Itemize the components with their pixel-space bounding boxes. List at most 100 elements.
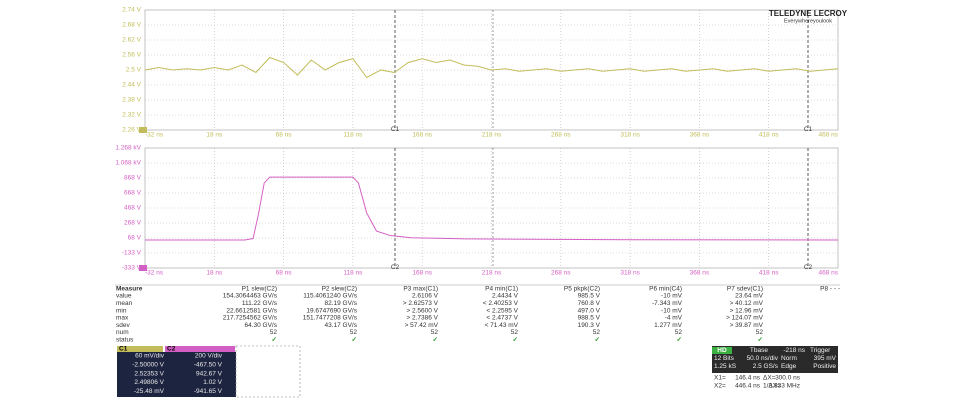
timebase-field: Norm xyxy=(781,355,797,362)
y-axis-label: 668 V xyxy=(124,190,142,197)
hd-badge xyxy=(712,347,732,354)
y-axis-label: -133 V xyxy=(122,250,142,257)
status-check: ✓ xyxy=(595,337,600,344)
measure-row-label: mean xyxy=(116,300,133,307)
measure-header: P2 slew(C2) xyxy=(322,286,357,293)
y-axis-label: 1.268 kV xyxy=(115,145,141,152)
measure-header: P4 min(C1) xyxy=(485,286,518,293)
waveform xyxy=(145,176,839,241)
timebase-field: 50.0 ns/div xyxy=(747,355,779,362)
status-check: ✓ xyxy=(513,337,518,344)
y-axis-label: 1.068 kV xyxy=(115,160,141,167)
cursor-readout: 300.0 ns xyxy=(775,375,801,382)
measure-cell: 52 xyxy=(511,329,519,336)
measure-header: P8 - - - xyxy=(820,286,840,293)
channel-value: -467.50 V xyxy=(194,362,223,369)
timebase-box xyxy=(712,346,838,373)
channel-value: 60 mV/div xyxy=(135,353,165,360)
timebase-field: Positive xyxy=(813,363,836,370)
x-axis-label: 468 ns xyxy=(818,270,838,277)
cursor-readout: ΔX= xyxy=(763,375,776,382)
measure-cell: 115.4061240 GV/s xyxy=(303,293,357,300)
x-axis-label: 218 ns xyxy=(482,270,502,277)
measure-title: Measure xyxy=(116,286,143,293)
logo-brand: TELEDYNE LECROY xyxy=(769,9,848,18)
channel-marker xyxy=(139,265,147,271)
measure-cell: > 2.62573 V xyxy=(403,300,439,307)
measure-cell: 52 xyxy=(350,329,358,336)
timebase-field: -218 ns xyxy=(783,347,805,354)
measure-row-label: num xyxy=(116,329,129,336)
measure-header: P7 sdev(C1) xyxy=(727,286,763,293)
status-check: ✓ xyxy=(352,337,357,344)
measure-cell: -7.343 mV xyxy=(652,300,683,307)
measure-cell: -10 mV xyxy=(661,293,683,300)
measure-cell: 154.3064463 GV/s xyxy=(223,293,278,300)
y-axis-label: 468 V xyxy=(124,205,142,212)
timebase-field: 1.25 kS xyxy=(714,363,737,370)
status-check: ✓ xyxy=(272,337,277,344)
x-axis-label: 118 ns xyxy=(343,132,363,139)
measure-header: P6 min(C4) xyxy=(649,286,682,293)
x-axis-label: 368 ns xyxy=(690,132,710,139)
measure-cell: 151.7477208 GV/s xyxy=(303,315,358,322)
timebase-field: Tbase xyxy=(750,347,768,354)
timebase-field: 395 mV xyxy=(814,355,837,362)
measure-cell: -10 mV xyxy=(661,307,683,314)
channel-tab xyxy=(117,346,163,352)
x-axis-label: 318 ns xyxy=(620,270,640,277)
x-axis-label: 68 ns xyxy=(276,132,293,139)
cursor-label: C2 xyxy=(391,264,400,271)
measure-header: P5 pkpk(C2) xyxy=(564,286,600,293)
measure-cell: > 124.07 mV xyxy=(726,315,764,322)
y-axis-label: 2.56 V xyxy=(122,52,141,59)
measure-cell: < 2.4737 V xyxy=(486,315,518,322)
measure-header: P3 max(C1) xyxy=(403,286,438,293)
channel-value: 1.02 V xyxy=(203,379,222,386)
measure-row-label: max xyxy=(116,315,129,322)
measure-cell: 52 xyxy=(431,329,439,336)
x-axis-label: 368 ns xyxy=(690,270,710,277)
measure-cell: > 2.7386 V xyxy=(406,315,438,322)
channel-box xyxy=(117,352,236,397)
channel-box-empty xyxy=(235,345,301,398)
measure-cell: -4 mV xyxy=(665,315,683,322)
measure-cell: 19.6747690 GV/s xyxy=(306,307,357,314)
channel-marker xyxy=(139,127,147,133)
x-axis-label: 268 ns xyxy=(551,270,571,277)
cursor-readout: 146.4 ns xyxy=(735,375,761,382)
x-axis-label: -32 ns xyxy=(145,270,164,277)
y-axis-label: -333 V xyxy=(122,265,142,272)
x-axis-label: 268 ns xyxy=(551,132,571,139)
measure-cell: 23.64 mV xyxy=(735,293,763,300)
channel-value: -25.48 mV xyxy=(134,388,165,395)
measure-cell: 64.30 GV/s xyxy=(244,322,277,329)
y-axis-label: 268 V xyxy=(124,220,142,227)
channel-name: C2 xyxy=(167,346,176,353)
y-axis-label: 2.44 V xyxy=(122,82,141,89)
measure-row-label: sdev xyxy=(116,322,130,329)
x-axis-label: -32 ns xyxy=(145,132,164,139)
timebase-field: 12 Bits xyxy=(714,355,735,362)
channel-value: 2.49806 V xyxy=(134,379,164,386)
measure-row-label: value xyxy=(116,293,132,300)
measure-cell: 1.277 mV xyxy=(654,322,682,329)
measure-cell: 2.4434 V xyxy=(492,293,519,300)
y-axis-label: 2.68 V xyxy=(122,22,141,29)
measure-header: P1 slew(C2) xyxy=(242,286,277,293)
measure-cell: 82.19 GV/s xyxy=(324,300,357,307)
channel-value: -2.50000 V xyxy=(132,362,164,369)
x-axis-label: 168 ns xyxy=(412,132,432,139)
waveform xyxy=(144,56,839,79)
y-axis-label: 868 V xyxy=(124,175,142,182)
cursor-readout: 3.333 MHz xyxy=(769,383,800,390)
x-axis-label: 118 ns xyxy=(343,270,363,277)
channel-value: -941.65 V xyxy=(194,388,223,395)
x-axis-label: 318 ns xyxy=(620,132,640,139)
status-check: ✓ xyxy=(677,337,682,344)
x-axis-label: 168 ns xyxy=(412,270,432,277)
measure-cell: 111.22 GV/s xyxy=(242,300,278,307)
cursor-readout: X2= xyxy=(714,383,726,390)
y-axis-label: 2.38 V xyxy=(122,97,141,104)
measure-cell: 2.6106 V xyxy=(412,293,439,300)
